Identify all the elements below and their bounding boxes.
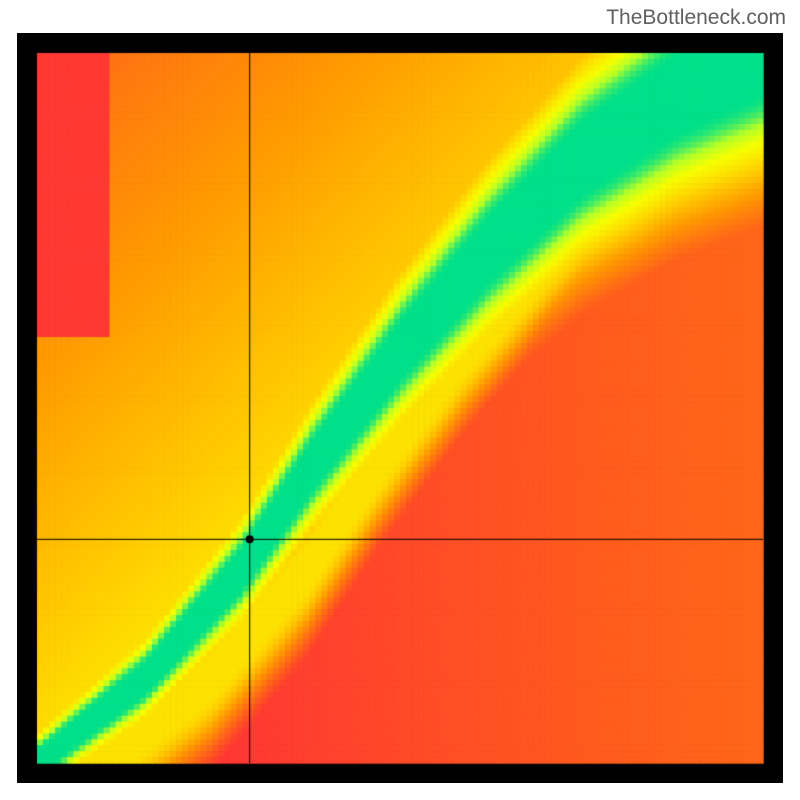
bottleneck-heatmap: [17, 33, 783, 783]
watermark-text: TheBottleneck.com: [606, 6, 786, 30]
heatmap-canvas: [17, 33, 783, 783]
